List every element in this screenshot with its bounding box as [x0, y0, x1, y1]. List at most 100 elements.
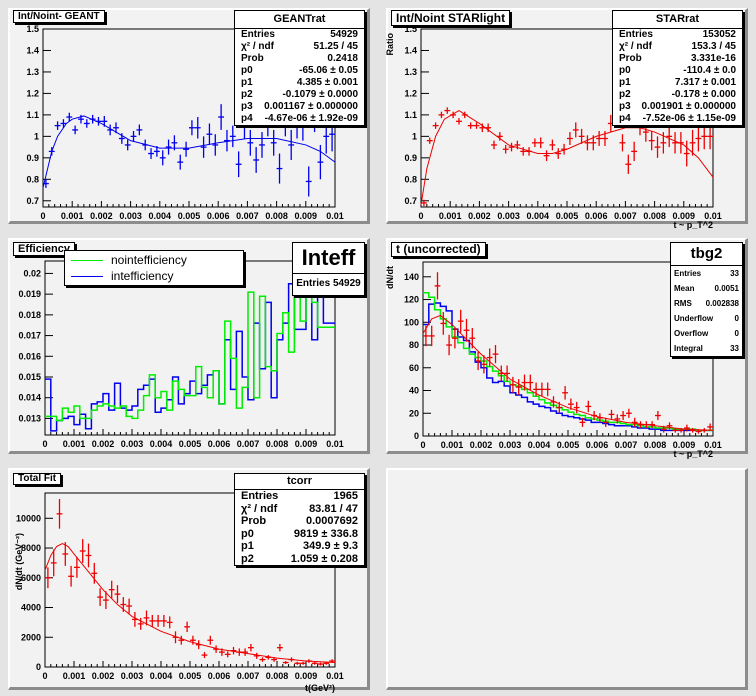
- stats-label: Entries: [296, 278, 331, 289]
- data-point: [113, 122, 119, 134]
- x-tick-label: 0.01: [704, 211, 722, 221]
- data-point: [66, 112, 73, 122]
- data-point: [137, 617, 144, 630]
- data-point: [432, 122, 439, 129]
- data-point: [421, 199, 427, 207]
- y-tick-label: 0.8: [404, 174, 417, 184]
- stats-label: χ² / ndf: [241, 41, 274, 52]
- data-point: [428, 325, 435, 347]
- stats-label: Prob: [619, 53, 642, 64]
- stats-title: STARrat: [613, 11, 742, 29]
- x-tick-label: 0: [42, 439, 47, 449]
- data-point: [689, 428, 696, 433]
- x-tick-label: 0.007: [237, 671, 260, 681]
- stats-label: Underflow: [674, 314, 714, 323]
- x-tick-label: 0.005: [557, 440, 580, 450]
- fit-curve: [44, 543, 336, 664]
- stats-value: -0.1079 ± 0.0000: [282, 89, 358, 100]
- stats-value: -7.52e-06 ± 1.15e-09: [642, 113, 736, 124]
- legend: nointefficiency intefficiency: [64, 250, 244, 286]
- stats-value: 9819 ± 336.8: [293, 527, 358, 540]
- x-tick-label: 0.003: [119, 211, 142, 221]
- stats-value: -110.4 ± 0.0: [683, 65, 736, 76]
- data-point: [45, 567, 51, 589]
- data-point: [475, 351, 481, 371]
- data-point: [184, 621, 190, 633]
- y-tick-label: 20: [409, 408, 419, 418]
- y-axis-label: dN/dt: [385, 266, 395, 289]
- stats-row: p1 7.317 ± 0.001: [613, 77, 742, 89]
- x-tick-label: 0.008: [643, 211, 666, 221]
- data-point: [207, 635, 214, 645]
- data-point: [235, 151, 242, 178]
- data-point: [74, 556, 80, 578]
- stats-row: p2 -0.178 ± 0.000: [613, 89, 742, 101]
- data-point: [521, 374, 528, 391]
- data-point: [161, 614, 167, 627]
- data-point: [672, 132, 678, 154]
- y-tick-label: 100: [404, 317, 419, 327]
- stats-row: p3 0.001167 ± 0.000000: [235, 101, 364, 113]
- stats-label: p1: [241, 540, 254, 552]
- x-tick-label: 0.003: [499, 440, 522, 450]
- stats-row: Overflow 0: [671, 326, 742, 341]
- pad-title: Int/Noint STARlight: [391, 10, 511, 26]
- data-point: [456, 118, 462, 125]
- data-point: [479, 123, 486, 133]
- stats-row: Entries 1965: [235, 490, 364, 503]
- data-point: [486, 348, 493, 367]
- stats-label: Prob: [241, 515, 267, 527]
- stats-row: Mean 0.0051: [671, 281, 742, 296]
- plot-frame: [422, 261, 714, 437]
- stats-box-starrat: STARrat Entries 153052 χ² / ndf 153.3 / 45 Pr…: [612, 10, 743, 126]
- chart-t-uncorrected: 0 0.001 0.002 0.003 0.004 0.005 0.006 0.007 0.00…: [385, 261, 722, 459]
- stats-label: Entries: [241, 490, 279, 502]
- histogram-blue: [423, 302, 713, 432]
- fit-curve: [420, 110, 714, 206]
- data-point: [62, 542, 69, 566]
- pad-geant-ratio: 0 0.001 0.002 0.003 0.004 0.005 0.006 0.007 0.00…: [8, 8, 370, 224]
- x-axis-label: t ~ p_T^2: [673, 449, 713, 459]
- data-point: [562, 385, 568, 400]
- data-point: [97, 588, 103, 607]
- stats-label: Entries: [241, 29, 275, 40]
- x-tick-label: 0.003: [121, 671, 144, 681]
- data-point: [473, 122, 480, 129]
- x-tick-label: 0.009: [673, 440, 696, 450]
- y-tick-label: 1.1: [26, 110, 39, 120]
- stats-value: 0.001167 ± 0.000000: [264, 101, 358, 112]
- x-tick-label: 0: [40, 211, 45, 221]
- data-point: [305, 166, 312, 197]
- stats-value: 83.81 / 47: [309, 502, 358, 515]
- stats-value: -0.178 ± 0.000: [671, 89, 736, 100]
- x-tick-label: 0.007: [615, 440, 638, 450]
- data-point: [573, 401, 580, 414]
- data-point: [311, 661, 318, 665]
- y-tick-label: 80: [409, 340, 419, 350]
- stats-value: 0.0051: [714, 284, 739, 293]
- y-tick-label: 0: [36, 662, 41, 672]
- data-point: [695, 125, 702, 152]
- data-point: [253, 652, 260, 659]
- x-tick-label: 0.001: [63, 439, 86, 449]
- chart-efficiency: 0 0.001 0.002 0.003 0.004 0.005 0.006 0.007 0.00…: [18, 260, 344, 449]
- stats-row: p0 -65.06 ± 0.05: [235, 65, 364, 77]
- data-point: [531, 138, 538, 148]
- x-axis-label: t ~ p_T^2: [673, 220, 713, 230]
- data-point: [707, 123, 713, 150]
- data-point: [544, 382, 551, 397]
- y-axis-label: Ratio: [385, 32, 395, 55]
- data-point: [608, 409, 615, 419]
- data-point: [568, 398, 574, 410]
- y-tick-label: 0.7: [26, 196, 39, 206]
- data-point: [218, 104, 225, 130]
- x-tick-label: 0.001: [63, 671, 86, 681]
- x-tick-label: 0.009: [673, 211, 696, 221]
- y-tick-label: 0: [414, 431, 419, 441]
- data-point: [502, 144, 509, 154]
- stats-value: 54929: [332, 278, 361, 289]
- pad-total-fit: 0 0.001 0.002 0.003 0.004 0.005 0.006 0.007 0.00…: [8, 468, 370, 693]
- pad-title: Efficiency: [13, 242, 75, 256]
- plot-frame: [44, 260, 336, 436]
- stats-row: p1 4.385 ± 0.001: [235, 77, 364, 89]
